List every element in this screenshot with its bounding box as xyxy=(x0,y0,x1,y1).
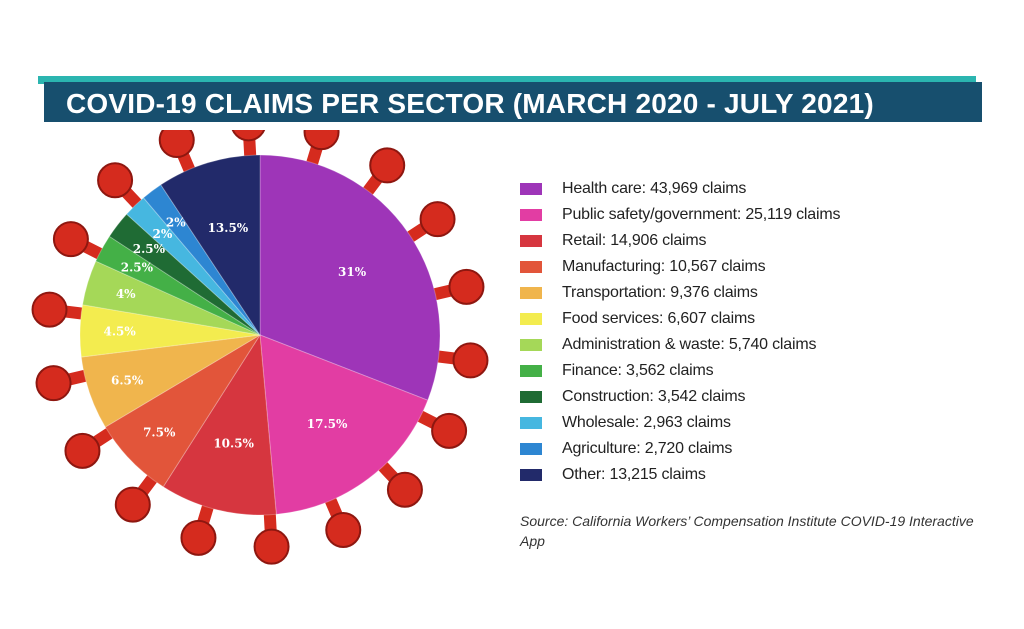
legend-item: Construction: 3,542 claims xyxy=(520,384,1000,410)
pie-slice-label: 2% xyxy=(152,227,172,241)
pie-slice-label: 2.5% xyxy=(133,242,166,256)
legend-label: Agriculture: 2,720 claims xyxy=(562,440,733,457)
spike-head xyxy=(369,147,406,184)
legend-item: Health care: 43,969 claims xyxy=(520,176,1000,202)
legend-swatch xyxy=(520,339,542,351)
legend-label: Retail: 14,906 claims xyxy=(562,232,707,249)
pie-slice-administration-waste xyxy=(81,260,261,336)
pie-slice-public-safety-government xyxy=(259,334,429,515)
pie-slice-health-care xyxy=(259,154,441,401)
spike-head xyxy=(431,412,468,449)
spike-head xyxy=(158,130,195,159)
legend-swatch xyxy=(520,391,542,403)
pie-slice-wholesale xyxy=(125,197,261,336)
legend-item: Other: 13,215 claims xyxy=(520,462,1000,488)
legend-swatch xyxy=(520,417,542,429)
pie-slice-construction xyxy=(108,213,261,336)
legend-label: Food services: 6,607 claims xyxy=(562,310,755,327)
legend-item: Retail: 14,906 claims xyxy=(520,228,1000,254)
spike-head xyxy=(97,162,134,199)
legend-item: Agriculture: 2,720 claims xyxy=(520,436,1000,462)
legend-label: Public safety/government: 25,119 claims xyxy=(562,206,841,223)
chart-title: COVID-19 CLAIMS PER SECTOR (MARCH 2020 -… xyxy=(66,88,874,119)
pie-slice-label: 2% xyxy=(166,216,186,230)
pie-chart: 31%17.5%10.5%7.5%6.5%4.5%4%2.5%2.5%2%2% 1… xyxy=(31,130,489,565)
legend-swatch xyxy=(520,469,542,481)
legend-swatch xyxy=(520,365,542,377)
pie-slice-agriculture xyxy=(142,184,261,336)
pie-slice-food-services xyxy=(79,304,261,358)
pie-slice-label: 31% xyxy=(338,265,367,279)
spike-head xyxy=(253,528,290,565)
pie-slice-label: 2.5% xyxy=(121,261,154,275)
legend-item: Finance: 3,562 claims xyxy=(520,358,1000,384)
pie-slice-label: 4% xyxy=(116,287,136,301)
spike-head xyxy=(303,130,340,151)
title-accent-stripe xyxy=(38,76,976,84)
legend-swatch xyxy=(520,261,542,273)
legend-swatch xyxy=(520,313,542,325)
pie-slice-label: 7.5% xyxy=(143,426,176,440)
pie-slice-retail xyxy=(162,333,277,516)
legend-item: Public safety/government: 25,119 claims xyxy=(520,202,1000,228)
pie-slice-transportation xyxy=(80,334,261,428)
spike-head xyxy=(386,471,423,508)
legend-item: Wholesale: 2,963 claims xyxy=(520,410,1000,436)
spike-head xyxy=(180,519,217,556)
spike-head xyxy=(448,268,485,305)
title-box: COVID-19 CLAIMS PER SECTOR (MARCH 2020 -… xyxy=(44,82,982,122)
legend-swatch xyxy=(520,209,542,221)
legend: Health care: 43,969 claims Public safety/… xyxy=(520,176,1000,488)
legend-label: Wholesale: 2,963 claims xyxy=(562,414,731,431)
spike-head xyxy=(35,365,72,402)
pie-slice-label: 13.5% xyxy=(208,221,249,235)
legend-swatch xyxy=(520,183,542,195)
pie-slice-label: 17.5% xyxy=(307,417,348,431)
legend-label: Other: 13,215 claims xyxy=(562,466,706,483)
pie-slice-labels: 31%17.5%10.5%7.5%6.5%4.5%4%2.5%2.5%2%2% 1… xyxy=(103,216,366,451)
legend-label: Construction: 3,542 claims xyxy=(562,388,746,405)
pie-slice-manufacturing xyxy=(104,334,261,488)
legend-swatch xyxy=(520,287,542,299)
pie-slice-label: 10.5% xyxy=(213,436,254,450)
source-note: Source: California Workers’ Compensation… xyxy=(520,513,974,549)
spike-head xyxy=(325,511,362,548)
spike-head xyxy=(419,201,456,238)
spike-head xyxy=(452,342,489,379)
legend-item: Administration & waste: 5,740 claims xyxy=(520,332,1000,358)
legend-label: Transportation: 9,376 claims xyxy=(562,284,758,301)
spike-head xyxy=(114,486,151,523)
pie-slice-other xyxy=(160,154,261,337)
spike-head xyxy=(31,291,68,328)
legend-swatch xyxy=(520,235,542,247)
pie-slice-finance xyxy=(95,235,261,336)
legend-item: Transportation: 9,376 claims xyxy=(520,280,1000,306)
pie-slices xyxy=(79,154,441,516)
legend-item: Manufacturing: 10,567 claims xyxy=(520,254,1000,280)
legend-label: Manufacturing: 10,567 claims xyxy=(562,258,766,275)
legend-label: Finance: 3,562 claims xyxy=(562,362,714,379)
title-banner: COVID-19 CLAIMS PER SECTOR (MARCH 2020 -… xyxy=(38,76,982,122)
legend-swatch xyxy=(520,443,542,455)
pie-slice-label: 4.5% xyxy=(103,325,136,339)
spike-head xyxy=(52,221,89,258)
legend-label: Health care: 43,969 claims xyxy=(562,180,747,197)
spike-head xyxy=(231,130,266,142)
pie-slice-label: 6.5% xyxy=(111,373,144,387)
spike-head xyxy=(64,432,101,469)
legend-label: Administration & waste: 5,740 claims xyxy=(562,336,817,353)
legend-item: Food services: 6,607 claims xyxy=(520,306,1000,332)
